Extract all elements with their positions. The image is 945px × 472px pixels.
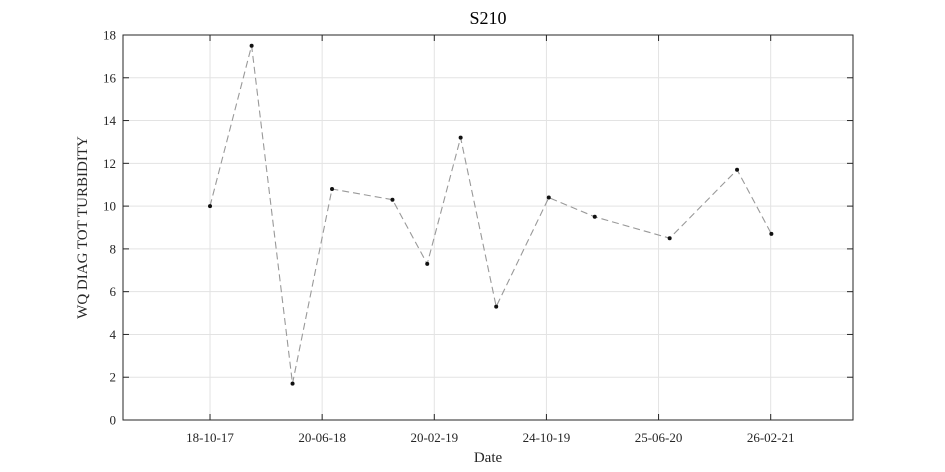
data-point (667, 236, 672, 241)
data-point (330, 187, 335, 191)
data-point (458, 135, 463, 140)
plot-area (123, 35, 853, 420)
data-point (208, 204, 213, 209)
y-tick-label: 0 (110, 413, 117, 428)
y-tick-label: 18 (103, 28, 116, 43)
data-point (425, 261, 430, 266)
y-tick-label: 8 (110, 241, 117, 256)
y-tick-label: 14 (103, 113, 117, 128)
y-tick-label: 12 (103, 156, 116, 171)
data-point (290, 381, 295, 386)
data-point (769, 231, 774, 236)
grid-lines (123, 34, 853, 421)
x-tick-label: 25-06-20 (635, 430, 683, 445)
x-tick-label: 20-06-18 (298, 430, 346, 445)
y-tick-label: 10 (103, 199, 116, 214)
y-axis-title: WQ DIAG TOT TURBIDITY (75, 136, 91, 319)
axis-ticks: 0 2 4 6 8 10 12 14 16 18 18-10-17 20-06-18 20-02-19 2… (103, 28, 853, 445)
x-tick-label: 26-02-21 (747, 430, 795, 445)
x-tick-label: 20-02-19 (410, 430, 458, 445)
x-tick-label: 18-10-17 (186, 430, 234, 445)
plot-border (122, 34, 854, 421)
y-tick-label: 4 (110, 327, 117, 342)
data-point (494, 304, 499, 309)
data-point (546, 195, 551, 200)
x-tick-label: 24-10-19 (523, 430, 571, 445)
y-tick-label: 16 (103, 70, 117, 85)
data-point (735, 167, 740, 172)
y-tick-label: 2 (110, 370, 117, 385)
data-series (208, 43, 774, 386)
data-point (390, 197, 395, 202)
y-tick-label: 6 (110, 284, 117, 299)
chart-title: S210 (469, 8, 506, 28)
data-point (592, 214, 597, 219)
x-axis-title: Date (474, 450, 503, 466)
data-point (249, 43, 254, 48)
